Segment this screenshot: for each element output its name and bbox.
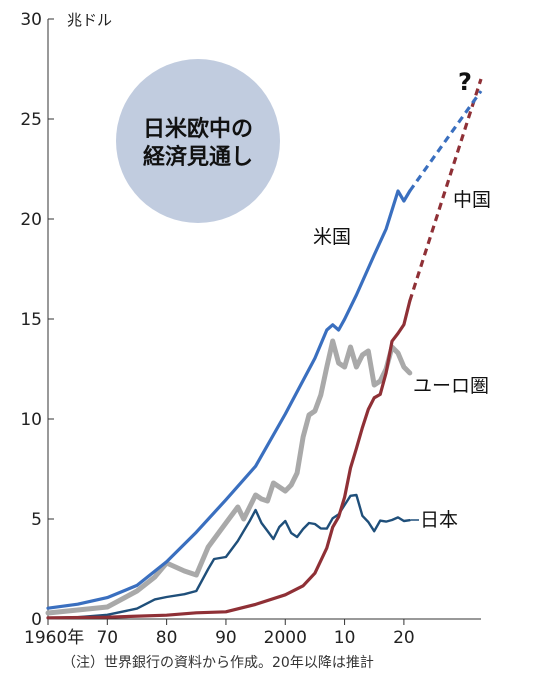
x-tick-label: 1960年 — [24, 628, 84, 648]
series-line — [46, 493, 411, 620]
chart-title-line-2: 経済見通し — [143, 144, 253, 170]
x-tick-label: 10 — [334, 628, 356, 648]
series-label: ユーロ圏 — [413, 375, 489, 397]
chart-title-line-1: 日米欧中の — [143, 116, 253, 142]
y-tick-label: 10 — [20, 410, 42, 430]
x-tick-label: 80 — [156, 628, 178, 648]
series-line — [45, 338, 413, 616]
x-axis: 1960年 70 80 90 2000 10 20 — [24, 619, 415, 648]
y-axis-unit: 兆ドル — [67, 11, 112, 29]
series-label: 中国 — [453, 189, 491, 211]
x-tick-label: 70 — [96, 628, 118, 648]
x-tick-label: 90 — [215, 628, 237, 648]
title-bubble — [116, 59, 280, 223]
series-label: 日本 — [420, 509, 458, 531]
y-tick-label: 30 — [20, 10, 42, 30]
projection-marker: ? — [458, 68, 472, 96]
y-tick-label: 15 — [20, 310, 42, 330]
y-axis: 0 5 10 15 20 25 30 — [20, 10, 54, 630]
series-label: 米国 — [313, 226, 351, 248]
x-tick-label: 2000 — [264, 628, 307, 648]
x-tick-label: 20 — [393, 628, 415, 648]
y-tick-label: 20 — [20, 210, 42, 230]
series-line — [46, 189, 412, 610]
y-tick-label: 5 — [31, 510, 42, 530]
y-tick-label: 25 — [20, 110, 42, 130]
series-line — [46, 299, 412, 620]
series-projection-line — [408, 78, 483, 302]
series-projection-line — [408, 90, 483, 192]
y-tick-label: 0 — [31, 610, 42, 630]
chart-note: （注）世界銀行の資料から作成。20年以降は推計 — [62, 655, 374, 671]
